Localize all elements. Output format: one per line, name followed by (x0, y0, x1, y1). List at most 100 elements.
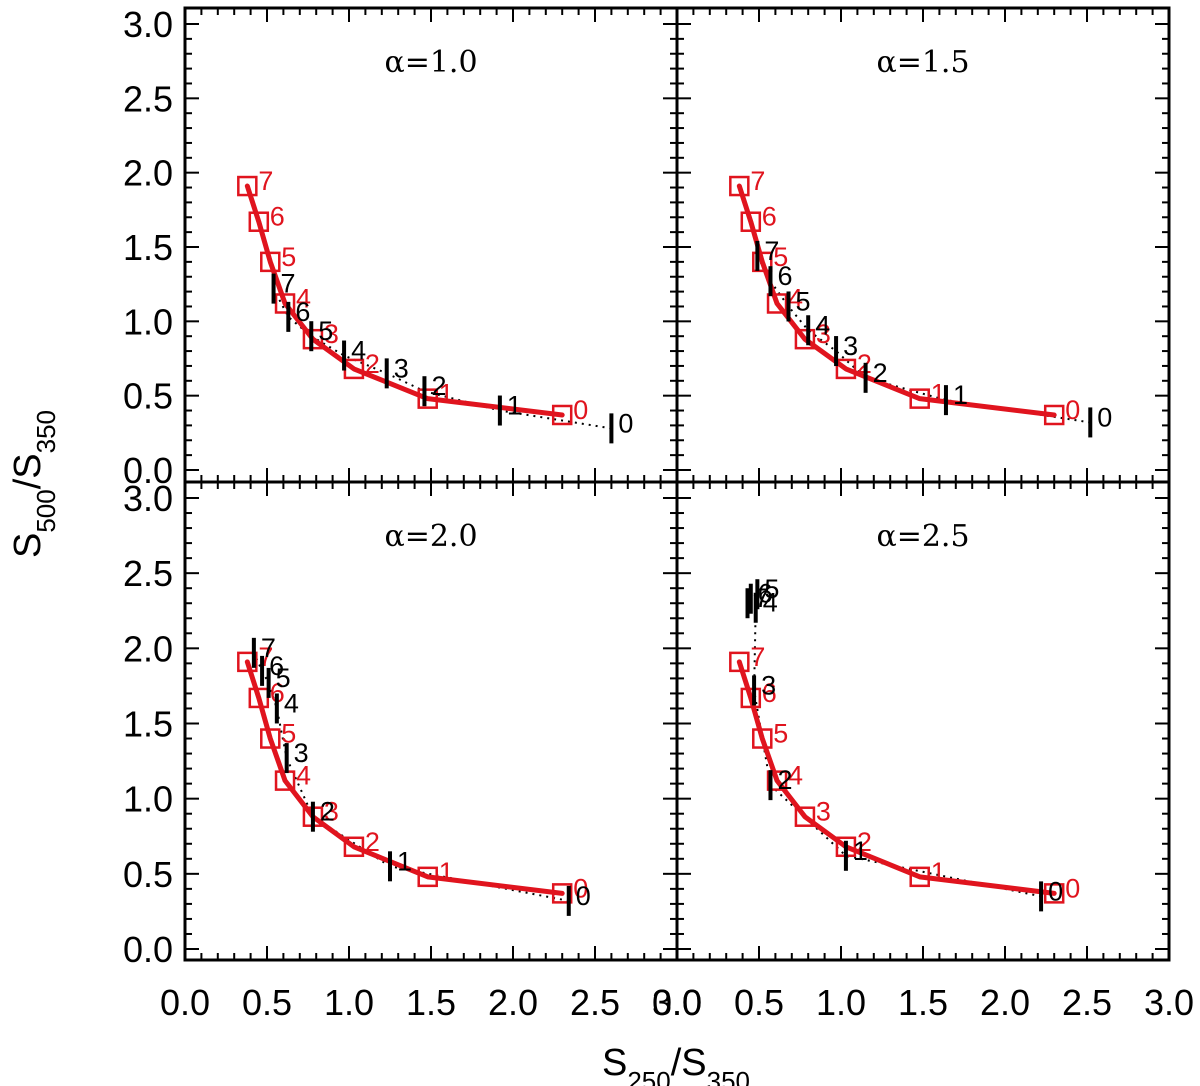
panel-title: α=1.5 (876, 45, 969, 80)
red-point-label: 4 (788, 761, 803, 791)
panel-3: 0.00.51.01.52.02.53.00.0 0.5 1.0 1.5 2.0 2.5 3… (123, 478, 702, 1023)
black-point-label: 3 (394, 353, 409, 383)
red-point-label: 7 (750, 642, 765, 672)
red-point-label: 7 (258, 166, 273, 196)
x-axis-title-mid: /S (671, 1042, 707, 1084)
black-point-label: 3 (761, 670, 776, 700)
black-point-label: 7 (755, 583, 770, 613)
red-square-marker (260, 251, 281, 273)
black-point-label: 5 (764, 574, 779, 604)
x-tick-label: 2.0 (488, 982, 538, 1023)
red-point-label: 6 (270, 202, 285, 232)
red-square-marker (237, 651, 258, 673)
red-point-label: 4 (296, 283, 311, 313)
red-square-marker (752, 251, 773, 273)
x-tick-label: 2.5 (570, 982, 620, 1023)
red-square-marker (752, 728, 773, 749)
red-point-label: 6 (762, 678, 777, 708)
x-axis-title-sub1: 250 (627, 1066, 670, 1086)
y-tick-label: 0.5 (123, 376, 173, 417)
y-tick-label: 2.5 (123, 553, 173, 594)
y-tick-label: 2.0 (123, 628, 173, 669)
black-point-label: 4 (763, 588, 778, 618)
red-point-label: 0 (573, 395, 588, 425)
black-point-label: 1 (953, 380, 968, 410)
black-point-label: 0 (1097, 402, 1112, 432)
black-point-label: 2 (777, 765, 792, 795)
x-tick-label: 0.5 (734, 982, 784, 1023)
red-point-label: 7 (750, 166, 765, 196)
black-point-label: 4 (284, 688, 299, 718)
panel-title: α=1.0 (384, 45, 477, 80)
black-point-label: 5 (318, 316, 333, 346)
y-tick-label: 0.5 (123, 854, 173, 895)
red-point-label: 0 (573, 873, 588, 903)
black-point-label: 1 (507, 391, 522, 421)
red-square-marker (343, 836, 365, 858)
black-point-label: 4 (351, 336, 366, 366)
y-tick-label: 1.5 (123, 227, 173, 268)
black-point-label: 2 (431, 371, 446, 401)
black-point-label: 0 (576, 881, 591, 911)
red-curve-line (736, 183, 1057, 418)
red-square-marker (909, 388, 930, 409)
red-point-label: 1 (931, 857, 946, 887)
red-square-marker (1043, 404, 1065, 426)
red-square-marker (766, 770, 788, 791)
y-axis-title-sub1: 500 (31, 489, 61, 532)
red-point-label: 3 (816, 319, 831, 349)
red-point-label: 6 (762, 202, 777, 232)
red-square-marker (260, 728, 281, 749)
black-point-label: 4 (815, 310, 830, 340)
red-square-marker (417, 866, 438, 888)
red-square-marker (794, 328, 816, 350)
black-point-label: 2 (320, 797, 335, 827)
red-point-label: 4 (296, 761, 311, 791)
red-point-label: 6 (270, 678, 285, 708)
red-point-label: 3 (324, 319, 339, 349)
red-square-marker (794, 806, 816, 827)
black-point-label: 7 (281, 269, 296, 299)
x-tick-label: 1.5 (898, 982, 948, 1023)
black-point-label: 6 (777, 261, 792, 291)
panel-title: α=2.5 (876, 519, 969, 554)
panel-title: α=2.0 (384, 519, 477, 554)
red-square-marker (766, 293, 788, 314)
black-dotted-line (746, 592, 1042, 898)
y-tick-label: 1.5 (123, 704, 173, 745)
red-square-marker (740, 687, 762, 709)
red-square-marker (237, 175, 258, 197)
y-tick-label: 3.0 (123, 478, 173, 519)
x-axis-title-sub2: 350 (707, 1066, 750, 1086)
black-point-label: 6 (269, 651, 284, 681)
x-axis-title: S250/S350 (602, 1042, 750, 1086)
red-square-marker (729, 175, 750, 197)
red-square-marker (740, 211, 762, 232)
y-tick-label: 0.0 (123, 929, 173, 970)
y-tick-label: 2.0 (123, 153, 173, 194)
red-square-marker (551, 883, 573, 904)
red-point-label: 5 (281, 719, 296, 749)
x-tick-label: 1.0 (324, 982, 374, 1023)
y-tick-label: 2.5 (123, 78, 173, 119)
red-point-label: 2 (365, 349, 380, 379)
red-point-label: 0 (1065, 395, 1080, 425)
x-tick-label: 0.0 (160, 982, 210, 1023)
panel-1: 0.00.51.01.52.02.53.0α=1.001234567012345… (123, 4, 679, 491)
black-point-label: 5 (796, 286, 811, 316)
red-point-label: 5 (281, 242, 296, 272)
red-square-marker (274, 293, 296, 314)
y-axis-title-mid: /S (7, 453, 49, 489)
red-point-label: 3 (816, 797, 831, 827)
black-point-label: 0 (1048, 876, 1063, 906)
x-tick-label: 2.5 (1062, 982, 1112, 1023)
red-square-marker (729, 651, 750, 673)
red-point-label: 0 (1065, 873, 1080, 903)
red-square-marker (248, 211, 270, 232)
black-point-label: 1 (397, 846, 412, 876)
red-point-label: 5 (773, 242, 788, 272)
red-point-label: 2 (365, 827, 380, 857)
black-point-label: 7 (261, 633, 276, 663)
